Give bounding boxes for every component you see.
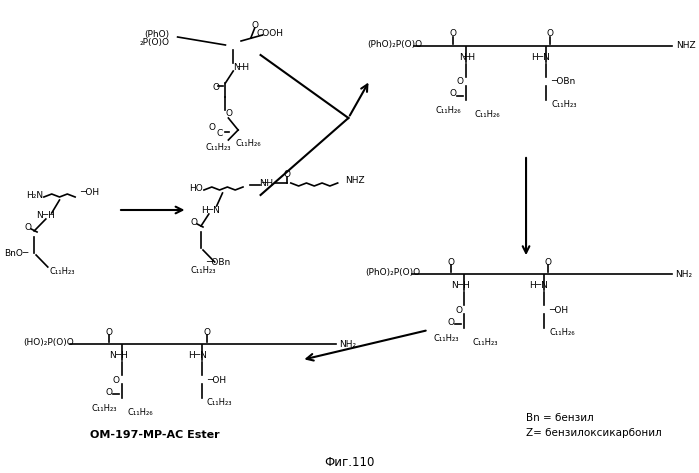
- Text: O: O: [449, 29, 456, 38]
- Text: C₁₁H₂₃: C₁₁H₂₃: [207, 397, 232, 406]
- Text: C₁₁H₂₃: C₁₁H₂₃: [433, 333, 459, 342]
- Text: C₁₁H₂₆: C₁₁H₂₆: [435, 105, 461, 114]
- Text: O: O: [449, 89, 456, 98]
- Text: C₁₁H₂₆: C₁₁H₂₆: [549, 327, 575, 336]
- Text: ₂P(O)O: ₂P(O)O: [140, 38, 170, 47]
- Text: O: O: [283, 169, 290, 178]
- Text: NHZ: NHZ: [677, 42, 696, 51]
- Text: C₁₁H₂₆: C₁₁H₂₆: [128, 408, 153, 417]
- Text: Фиг.110: Фиг.110: [324, 455, 375, 468]
- Text: C₁₁H₂₃: C₁₁H₂₃: [473, 338, 498, 347]
- Text: ─H: ─H: [261, 178, 273, 187]
- Text: O: O: [447, 317, 454, 326]
- Text: ─H: ─H: [463, 53, 475, 61]
- Text: H─N: H─N: [531, 53, 550, 61]
- Text: C₁₁H₂₃: C₁₁H₂₃: [206, 142, 231, 151]
- Text: C₁₁H₂₃: C₁₁H₂₃: [50, 266, 75, 275]
- Text: N─H: N─H: [110, 350, 129, 359]
- Text: COOH: COOH: [257, 28, 284, 37]
- Text: C₁₁H₂₆: C₁₁H₂₆: [235, 139, 261, 148]
- Text: O: O: [455, 306, 462, 315]
- Text: O: O: [545, 257, 552, 266]
- Text: (HO)₂P(O)O: (HO)₂P(O)O: [23, 338, 74, 347]
- Text: O: O: [547, 29, 554, 38]
- Text: ─OH: ─OH: [80, 187, 99, 196]
- Text: H─N: H─N: [529, 280, 548, 289]
- Text: H₂N: H₂N: [27, 191, 43, 200]
- Text: O: O: [456, 78, 463, 87]
- Text: C: C: [217, 129, 223, 138]
- Text: O: O: [203, 327, 210, 336]
- Text: H─N: H─N: [188, 350, 207, 359]
- Text: O: O: [106, 327, 113, 336]
- Text: C₁₁H₂₃: C₁₁H₂₃: [190, 265, 216, 274]
- Text: N─H: N─H: [452, 280, 470, 289]
- Text: (PhO): (PhO): [145, 30, 170, 39]
- Text: ─OH: ─OH: [549, 306, 568, 315]
- Text: ─OBn: ─OBn: [552, 78, 576, 87]
- Text: O: O: [447, 257, 454, 266]
- Text: ─OH: ─OH: [207, 376, 226, 385]
- Text: N: N: [233, 62, 240, 71]
- Text: O: O: [24, 222, 31, 231]
- Text: Bn = бензил: Bn = бензил: [526, 413, 593, 423]
- Text: BnO─: BnO─: [4, 248, 28, 257]
- Text: ─H: ─H: [237, 62, 249, 71]
- Text: HO: HO: [189, 184, 203, 193]
- Text: OM-197-MP-AC Ester: OM-197-MP-AC Ester: [90, 430, 220, 440]
- Text: H─N: H─N: [201, 205, 220, 214]
- Text: Z= бензилоксикарбонил: Z= бензилоксикарбонил: [526, 428, 662, 438]
- Text: NH₂: NH₂: [675, 270, 693, 279]
- Text: ─OBn: ─OBn: [206, 257, 231, 266]
- Text: O: O: [251, 20, 258, 29]
- Text: O: O: [191, 218, 198, 227]
- Text: C₁₁H₂₃: C₁₁H₂₃: [92, 403, 117, 412]
- Text: O: O: [106, 387, 113, 396]
- Text: C₁₁H₂₆: C₁₁H₂₆: [474, 110, 500, 119]
- Text: N: N: [259, 178, 266, 187]
- Text: (PhO)₂P(O)O: (PhO)₂P(O)O: [367, 40, 422, 49]
- Text: NHZ: NHZ: [345, 175, 365, 184]
- Text: O: O: [208, 123, 215, 131]
- Text: O: O: [212, 82, 219, 91]
- Text: (PhO)₂P(O)O: (PhO)₂P(O)O: [365, 268, 420, 277]
- Text: N─H: N─H: [36, 210, 55, 219]
- Text: O: O: [226, 108, 233, 117]
- Text: C₁₁H₂₃: C₁₁H₂₃: [552, 99, 577, 108]
- Text: O: O: [113, 376, 120, 385]
- Text: N: N: [459, 53, 466, 61]
- Text: NH₂: NH₂: [338, 340, 356, 349]
